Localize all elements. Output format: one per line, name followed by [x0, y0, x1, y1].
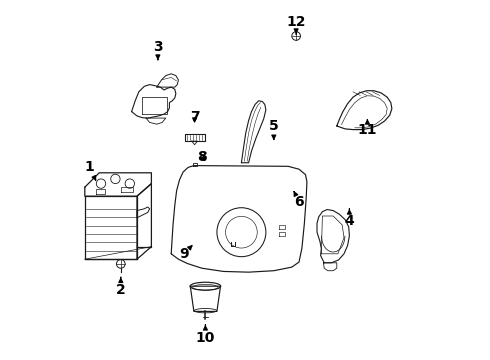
- Text: 12: 12: [286, 15, 306, 34]
- Text: 4: 4: [344, 209, 354, 228]
- Text: 10: 10: [196, 325, 215, 345]
- Text: 6: 6: [294, 192, 304, 208]
- Text: 5: 5: [269, 119, 279, 139]
- Text: 1: 1: [85, 161, 96, 180]
- Text: 9: 9: [179, 246, 192, 261]
- Text: 2: 2: [116, 277, 125, 297]
- Text: 8: 8: [197, 150, 207, 163]
- Text: 3: 3: [153, 40, 163, 59]
- Text: 11: 11: [358, 120, 377, 136]
- Text: 7: 7: [190, 110, 199, 124]
